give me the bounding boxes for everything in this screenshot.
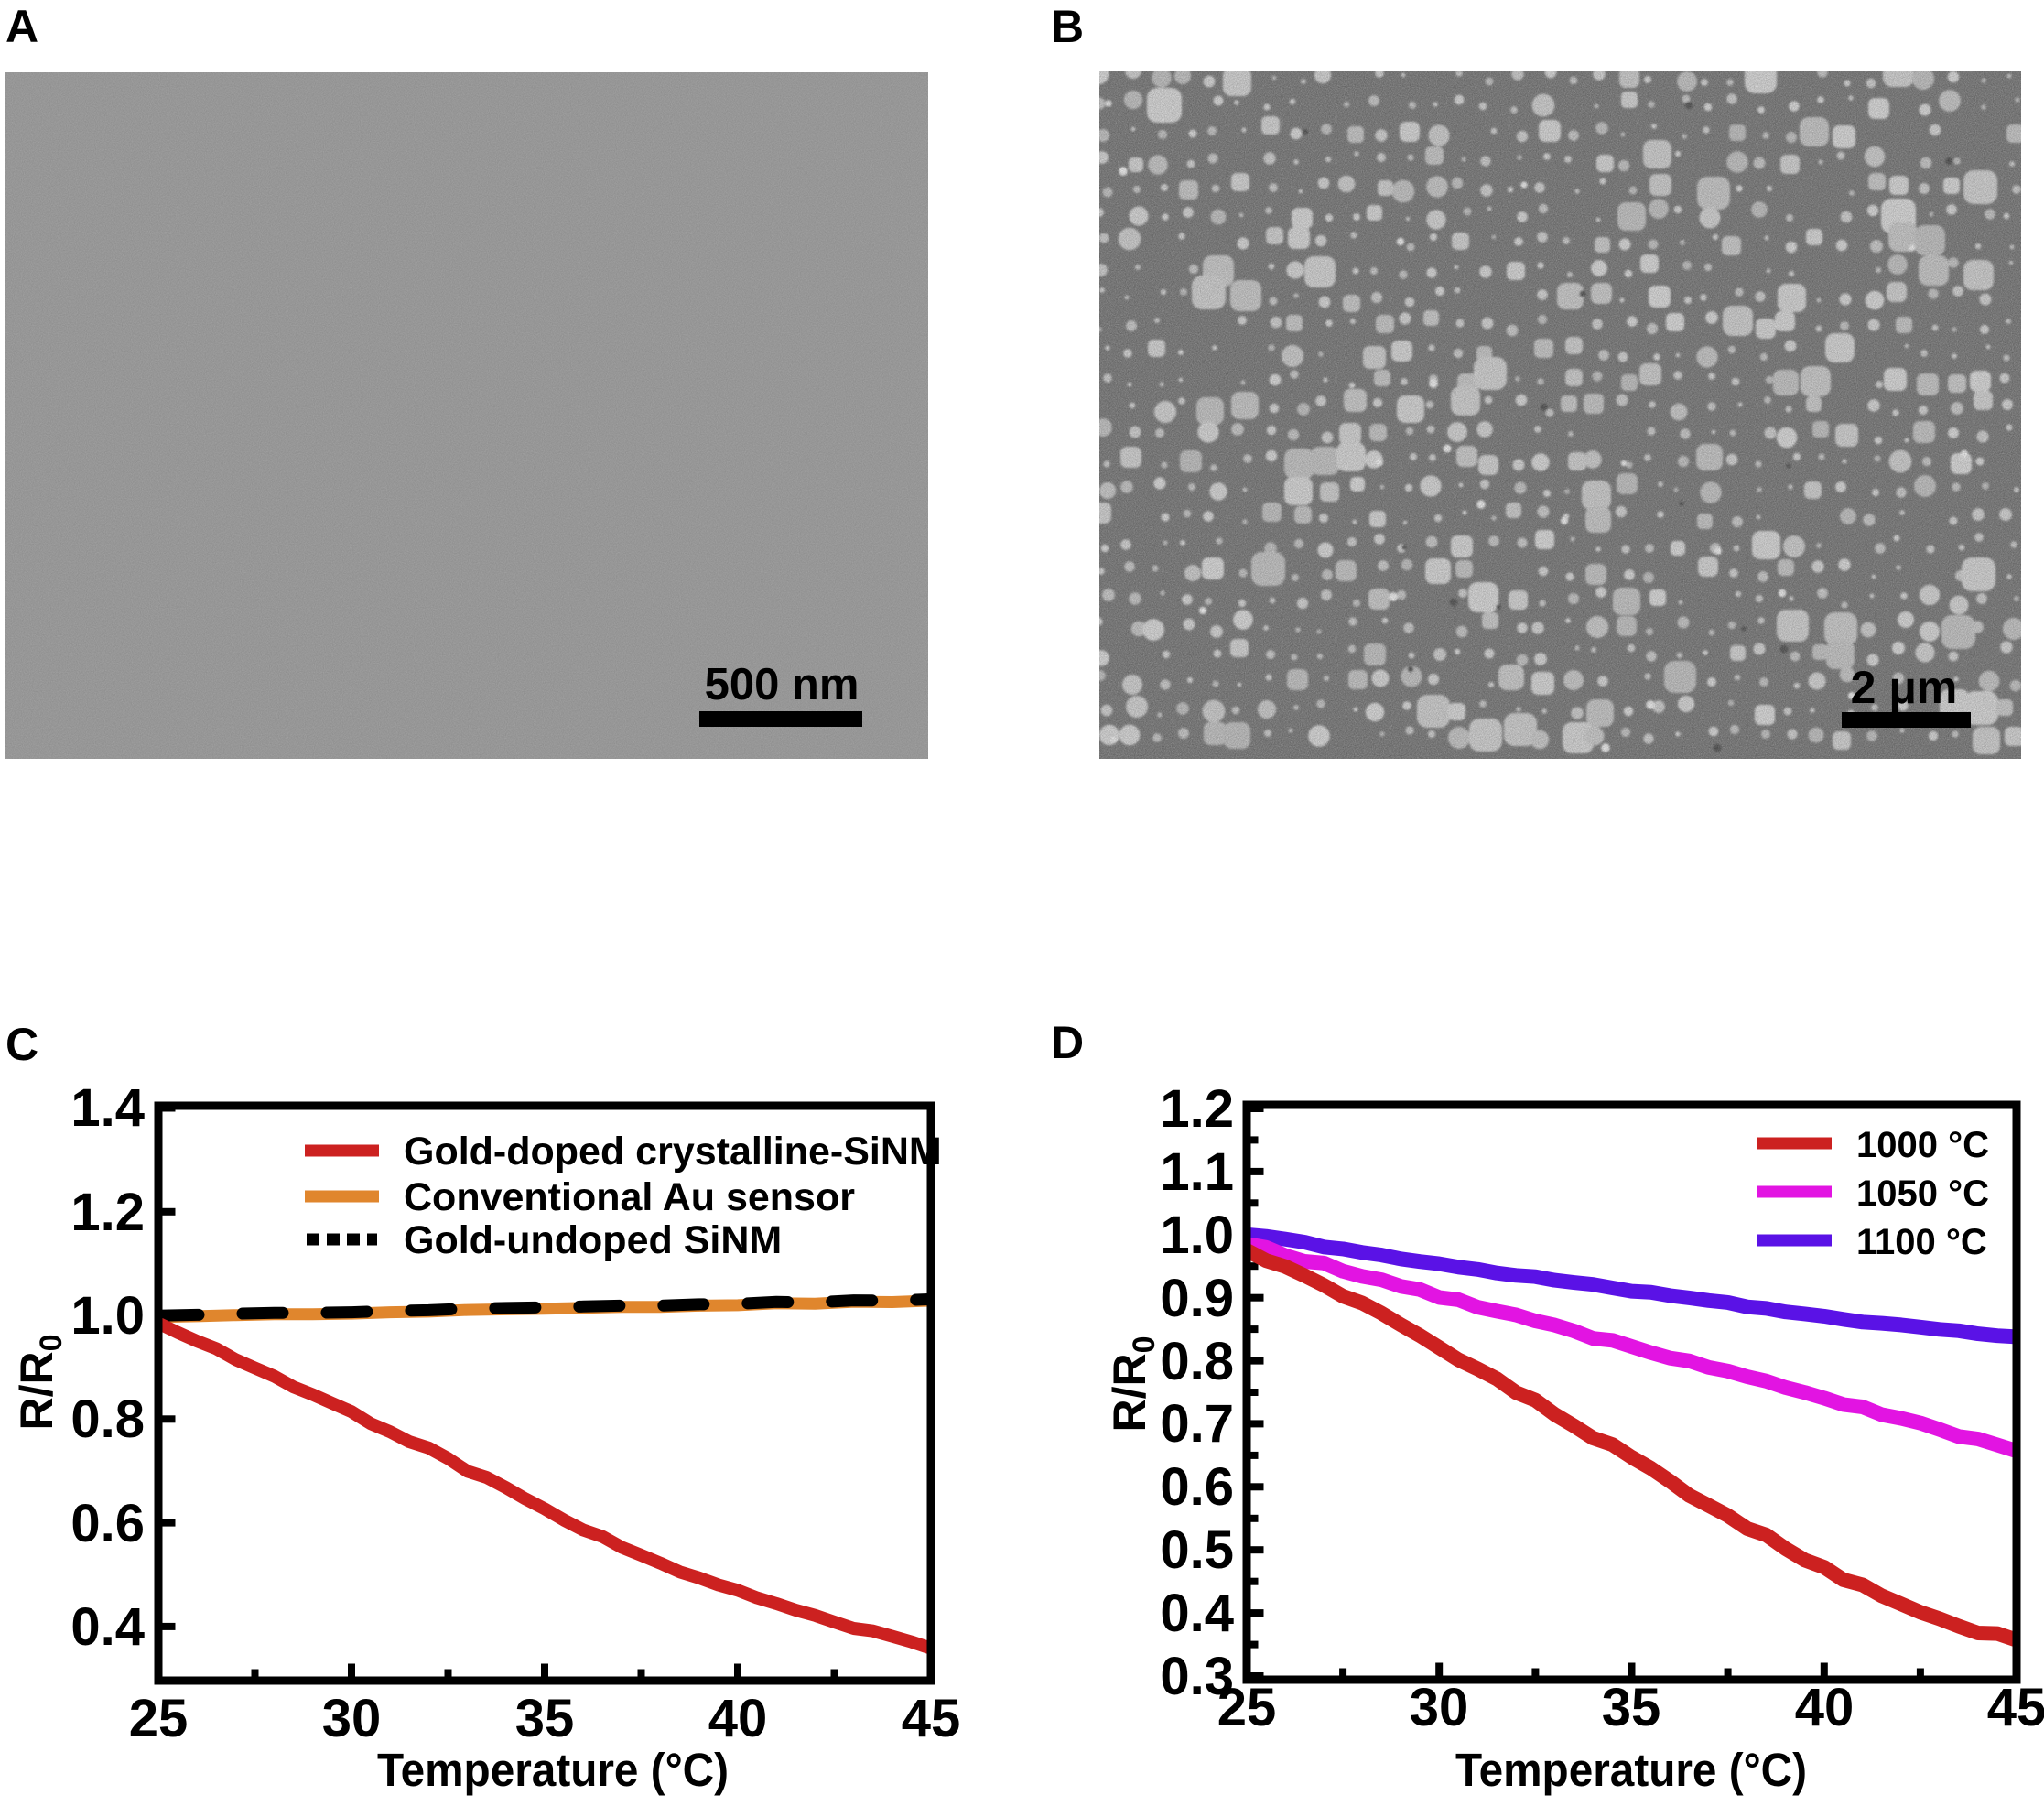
svg-text:0.7: 0.7 [1160, 1394, 1234, 1454]
svg-text:1.4: 1.4 [70, 1078, 145, 1138]
svg-text:35: 35 [1602, 1678, 1661, 1737]
svg-text:0.3: 0.3 [1160, 1647, 1234, 1706]
svg-text:A: A [5, 1, 38, 52]
svg-text:1.2: 1.2 [1160, 1079, 1234, 1139]
svg-text:Temperature (°C): Temperature (°C) [1455, 1744, 1807, 1796]
svg-text:1.0: 1.0 [1160, 1206, 1234, 1265]
svg-text:B: B [1051, 1, 1084, 52]
svg-text:C: C [5, 1019, 38, 1070]
svg-text:0.8: 0.8 [70, 1390, 145, 1449]
svg-text:30: 30 [322, 1689, 382, 1748]
svg-text:40: 40 [708, 1689, 768, 1748]
svg-text:1.0: 1.0 [70, 1286, 145, 1346]
svg-text:1100 °C: 1100 °C [1856, 1222, 1987, 1262]
svg-text:0.4: 0.4 [70, 1597, 145, 1657]
svg-text:0.5: 0.5 [1160, 1520, 1234, 1580]
svg-text:35: 35 [515, 1689, 575, 1748]
svg-text:45: 45 [902, 1689, 961, 1748]
svg-text:0.8: 0.8 [1160, 1332, 1234, 1391]
svg-text:25: 25 [129, 1689, 189, 1748]
svg-text:45: 45 [1987, 1678, 2044, 1737]
svg-text:0.6: 0.6 [70, 1494, 145, 1553]
svg-text:0.6: 0.6 [1160, 1457, 1234, 1517]
svg-text:0.9: 0.9 [1160, 1269, 1234, 1328]
svg-text:500 nm: 500 nm [705, 660, 860, 709]
svg-text:1050 °C: 1050 °C [1856, 1173, 1989, 1214]
svg-text:0.4: 0.4 [1160, 1584, 1234, 1643]
svg-text:Gold-undoped SiNM: Gold-undoped SiNM [404, 1218, 782, 1262]
svg-text:25: 25 [1217, 1678, 1277, 1737]
svg-text:Conventional Au sensor: Conventional Au sensor [404, 1175, 855, 1219]
svg-text:40: 40 [1795, 1678, 1855, 1737]
svg-text:30: 30 [1410, 1678, 1469, 1737]
svg-text:Temperature (°C): Temperature (°C) [377, 1744, 729, 1796]
svg-text:D: D [1051, 1017, 1084, 1068]
svg-text:1.2: 1.2 [70, 1183, 145, 1242]
svg-text:1.1: 1.1 [1160, 1142, 1234, 1202]
svg-text:Gold-doped crystalline-SiNM: Gold-doped crystalline-SiNM [404, 1130, 942, 1173]
svg-text:1000 °C: 1000 °C [1856, 1125, 1989, 1165]
svg-text:2 μm: 2 μm [1851, 662, 1958, 713]
